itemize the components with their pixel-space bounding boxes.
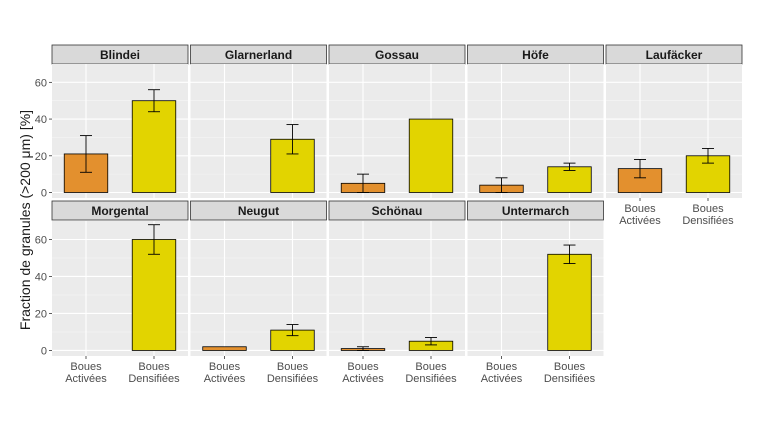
y-tick-label: 40 [35,271,47,283]
x-tick-label: Activées [65,373,107,385]
facet-strip [51,200,189,221]
x-tick-label: Boues [486,361,518,373]
x-tick-label: Boues [209,361,241,373]
facet-strip [467,200,604,221]
panel-höfe: Höfe [467,44,604,198]
x-tick-label: Boues [138,361,170,373]
panel-glarnerland: Glarnerland [190,44,327,198]
x-tick-label: Activées [619,215,661,227]
facet-strip-label: Blindei [100,48,140,62]
x-tick-label: Activées [342,373,384,385]
panel-morgental: Morgental0204060BouesActivéesBouesDensif… [35,200,189,385]
x-tick-label: Boues [415,361,447,373]
y-tick-label: 60 [35,234,47,246]
facet-strip-label: Glarnerland [225,48,292,62]
bar [131,100,177,193]
x-tick-label: Boues [277,361,309,373]
x-tick-label: Densifiées [405,373,457,385]
facet-strip-label: Laufäcker [646,48,703,62]
x-tick-label: Activées [481,373,523,385]
x-tick-label: Densifiées [128,373,180,385]
y-tick-label: 20 [35,308,47,320]
y-tick-label: 40 [35,114,47,126]
bar [202,346,247,351]
y-tick-label: 0 [41,345,47,357]
x-tick-label: Boues [624,203,656,215]
panels: Blindei 0 20 40 60 Glarnerland Gossau Höfe Laufä… [35,44,743,385]
x-tick-label: Activées [204,373,246,385]
bar [547,253,592,351]
panel-blindei: Blindei 0 20 40 60 [35,44,189,199]
facet-strip-label: Untermarch [502,204,569,218]
x-tick-label: Densifiées [544,373,596,385]
y-tick-label: 0 [41,187,47,199]
x-tick-label: Boues [70,361,102,373]
bar [131,239,177,351]
facet-strip-label: Schönau [372,204,423,218]
facet-strip [328,200,466,221]
panel-gossau: Gossau [328,44,466,198]
y-tick-label: 60 [35,77,47,89]
facet-strip [190,200,327,221]
facet-strip-label: Morgental [91,204,148,218]
bar [408,118,454,193]
x-tick-label: Densifiées [682,215,734,227]
x-tick-label: Boues [554,361,586,373]
x-tick-label: Boues [347,361,379,373]
y-tick-label: 20 [35,151,47,163]
panel-background [329,221,465,356]
facet-strip-label: Neugut [238,204,279,218]
y-axis-label: Fraction de granules (>200 μm) [%] [17,110,33,330]
x-tick-label: Densifiées [267,373,319,385]
facet-strip-label: Gossau [375,48,419,62]
x-tick-label: Boues [692,203,724,215]
facet-strip-label: Höfe [522,48,549,62]
